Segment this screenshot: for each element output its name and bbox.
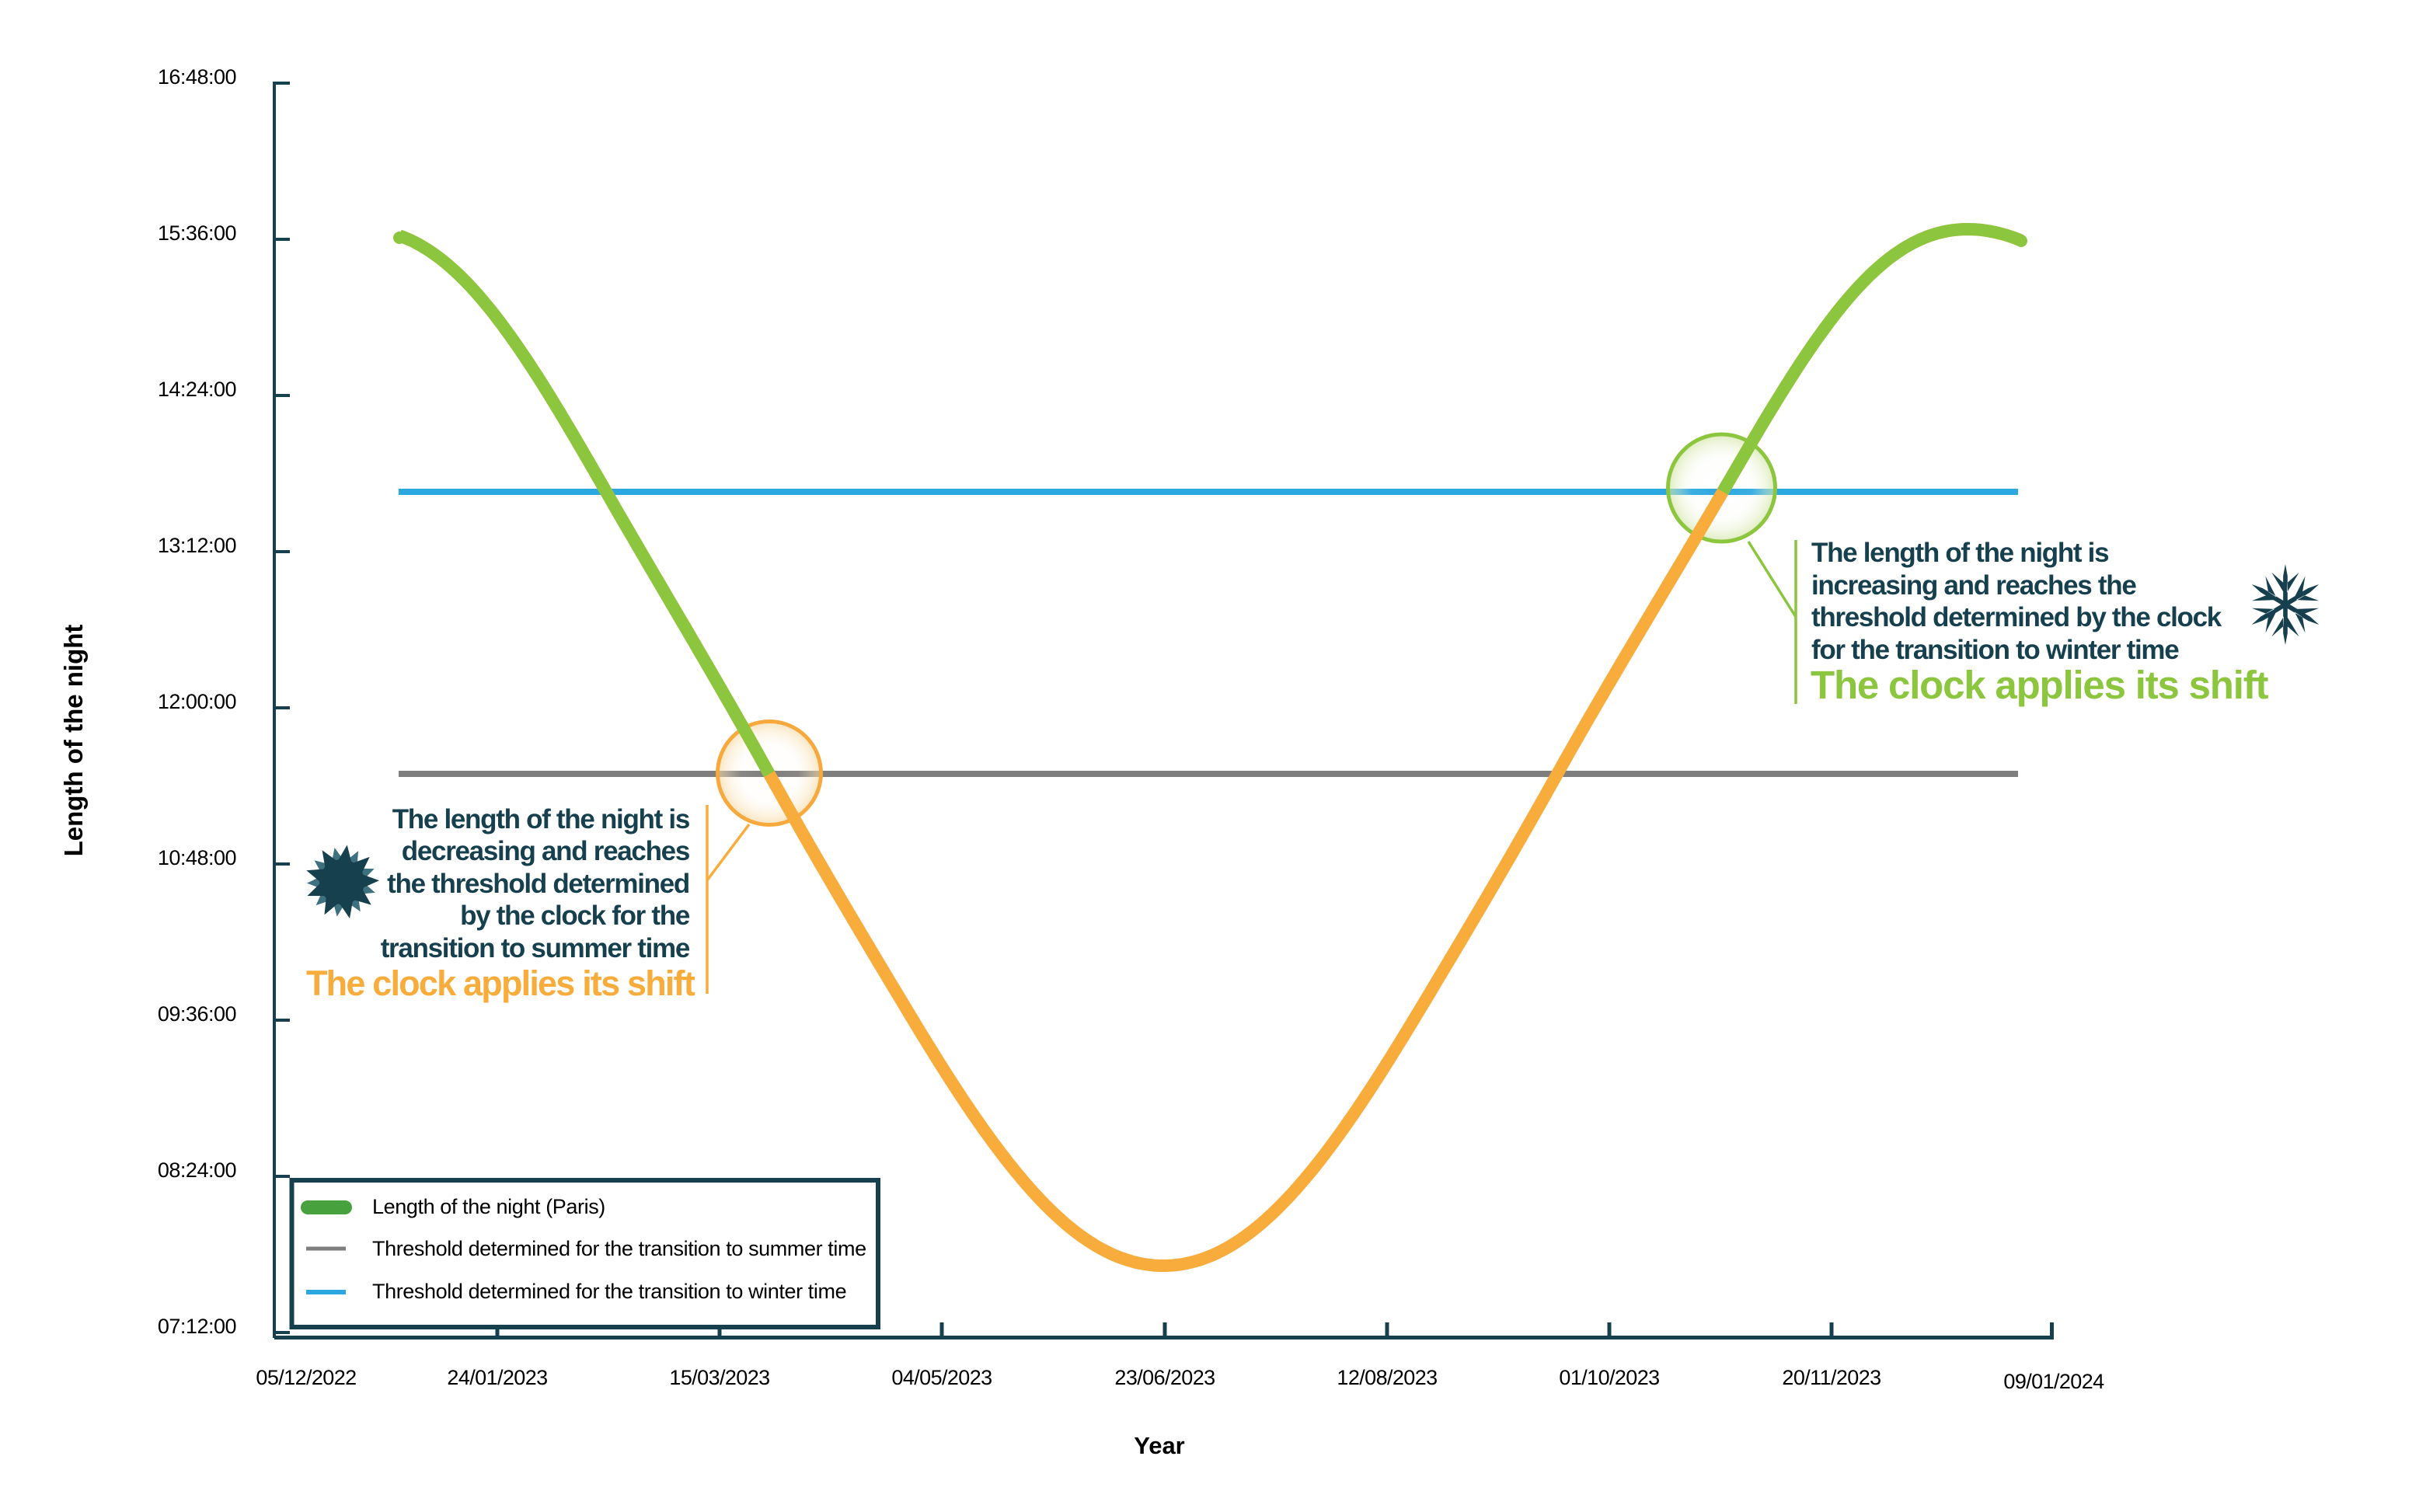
svg-text:12:00:00: 12:00:00 [158,690,236,713]
svg-text:09:36:00: 09:36:00 [158,1002,236,1026]
svg-text:10:48:00: 10:48:00 [158,846,236,869]
svg-text:Threshold determined for the t: Threshold determined for the transition … [372,1237,866,1260]
svg-text:08:24:00: 08:24:00 [158,1158,236,1182]
svg-text:01/10/2023: 01/10/2023 [1559,1366,1659,1389]
svg-text:for the transition to winter t: for the transition to winter time [1811,635,2179,665]
svg-text:15:36:00: 15:36:00 [158,221,236,245]
svg-text:05/12/2022: 05/12/2022 [256,1366,356,1389]
svg-text:by the clock for the: by the clock for the [460,901,690,931]
svg-text:The clock applies its shift: The clock applies its shift [306,963,695,1003]
svg-text:12/08/2023: 12/08/2023 [1337,1366,1437,1389]
svg-text:20/11/2023: 20/11/2023 [1782,1366,1880,1389]
svg-text:Length of the night: Length of the night [59,625,88,857]
svg-text:The length of the night is: The length of the night is [392,804,690,834]
svg-text:04/05/2023: 04/05/2023 [891,1366,992,1389]
svg-text:transition to summer time: transition to summer time [381,933,690,963]
svg-text:threshold determined by the cl: threshold determined by the clock [1811,602,2222,632]
svg-text:15/03/2023: 15/03/2023 [669,1366,769,1389]
svg-text:the threshold determined: the threshold determined [387,869,689,899]
svg-text:09/01/2024: 09/01/2024 [2003,1370,2104,1393]
svg-text:The length of the night is: The length of the night is [1811,538,2109,568]
svg-text:decreasing and reaches: decreasing and reaches [402,836,690,866]
svg-text:24/01/2023: 24/01/2023 [447,1366,547,1389]
svg-text:14:24:00: 14:24:00 [158,378,236,401]
svg-text:13:12:00: 13:12:00 [158,534,236,557]
svg-text:The clock applies its shift: The clock applies its shift [1811,663,2268,707]
svg-text:07:12:00: 07:12:00 [158,1315,236,1338]
svg-text:Threshold determined for the t: Threshold determined for the transition … [372,1280,846,1303]
svg-text:16:48:00: 16:48:00 [158,65,236,89]
svg-text:Length of the night (Paris): Length of the night (Paris) [372,1195,605,1218]
svg-text:increasing and reaches the: increasing and reaches the [1811,570,2136,601]
svg-text:Year: Year [1134,1432,1185,1459]
svg-text:23/06/2023: 23/06/2023 [1114,1366,1215,1389]
